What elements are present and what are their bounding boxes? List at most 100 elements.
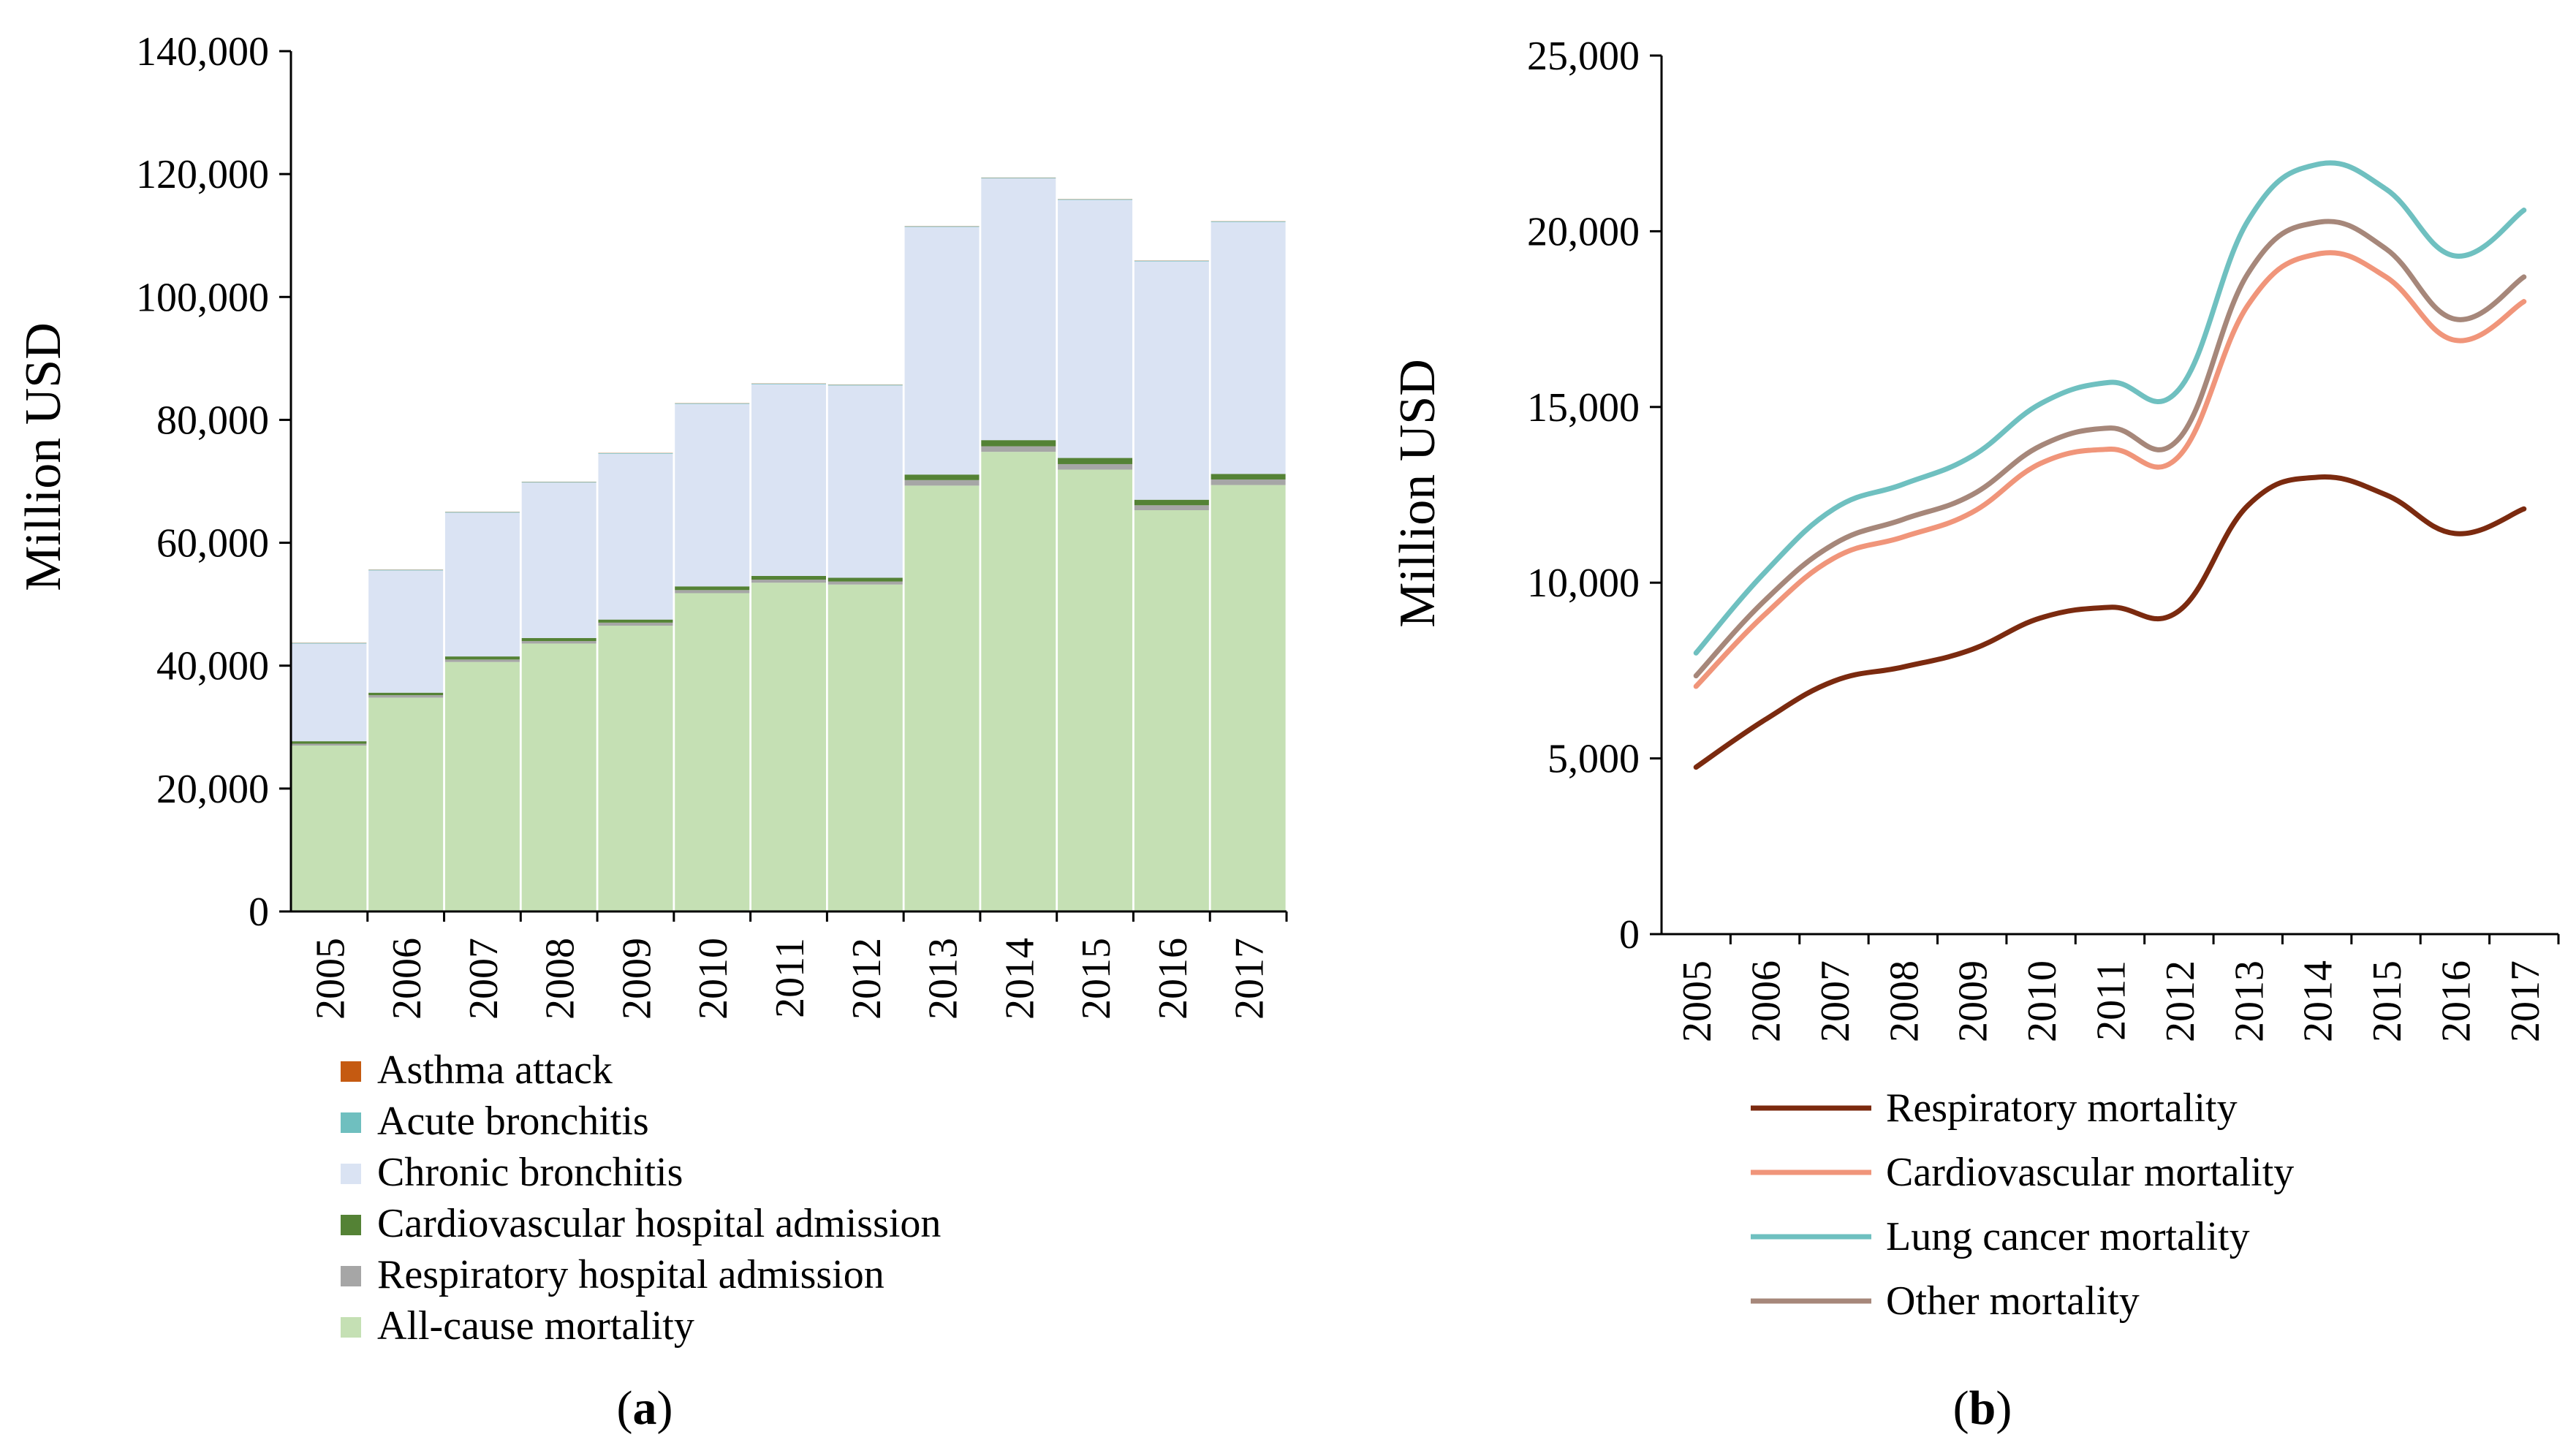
x-tick-label-2017: 2017 xyxy=(2503,960,2548,1042)
line-cardiovascular-mortality xyxy=(1693,250,2527,689)
bar-all-cause-mortality-2017 xyxy=(1211,485,1286,911)
y-tick-label: 15,000 xyxy=(1527,385,1640,431)
legend-label-cardiovascular-mortality: Cardiovascular mortality xyxy=(1886,1150,2294,1195)
y-tick-label: 25,000 xyxy=(1527,34,1640,79)
x-tick-label-2015: 2015 xyxy=(2365,960,2410,1042)
bar-acute-bronchitis-2016 xyxy=(1134,260,1209,262)
y-tick-label: 60,000 xyxy=(156,521,269,566)
bar-cardiovascular-hospital-admission-2006 xyxy=(368,692,444,696)
x-tick-label-2012: 2012 xyxy=(2158,960,2203,1042)
bar-all-cause-mortality-2015 xyxy=(1058,469,1133,911)
bar-acute-bronchitis-2009 xyxy=(598,452,673,454)
bar-respiratory-hospital-admission-2014 xyxy=(981,446,1056,452)
y-tick-label: 100,000 xyxy=(136,275,269,320)
line-respiratory-mortality xyxy=(1693,474,2527,770)
bar-chronic-bronchitis-2013 xyxy=(904,227,980,475)
bar-all-cause-mortality-2005 xyxy=(292,746,367,911)
x-tick-label-2015: 2015 xyxy=(1074,938,1119,1020)
x-tick-label-2007: 2007 xyxy=(461,938,507,1020)
x-tick-label-2016: 2016 xyxy=(2433,960,2479,1042)
x-tick-label-2014: 2014 xyxy=(997,938,1042,1020)
x-tick-label-2012: 2012 xyxy=(844,938,890,1020)
y-tick-label: 40,000 xyxy=(156,644,269,689)
bar-respiratory-hospital-admission-2010 xyxy=(675,590,750,594)
x-tick-label-2010: 2010 xyxy=(691,938,736,1020)
x-tick-label-2011: 2011 xyxy=(768,938,813,1018)
legend-label-respiratory-hospital-admission: Respiratory hospital admission xyxy=(377,1252,884,1297)
line-other-mortality xyxy=(1693,219,2527,679)
bar-acute-bronchitis-2012 xyxy=(827,384,903,386)
x-tick-label-2013: 2013 xyxy=(2227,960,2272,1042)
bar-chronic-bronchitis-2016 xyxy=(1134,261,1209,500)
chart-b-legend: Respiratory mortality Cardiovascular mort… xyxy=(1751,1085,2294,1324)
chart-a-x-tick-labels: 2005 2006 2007 2008 2009 2010 2011 2012 2013 2014… xyxy=(308,911,1288,1020)
bar-respiratory-hospital-admission-2007 xyxy=(444,659,520,662)
legend-label-all-cause-mortality: All-cause mortality xyxy=(377,1303,694,1349)
bar-chronic-bronchitis-2014 xyxy=(981,178,1056,441)
legend-swatch-chronic-bronchitis xyxy=(341,1164,361,1184)
bar-respiratory-hospital-admission-2008 xyxy=(521,641,596,644)
bar-acute-bronchitis-2007 xyxy=(444,512,520,513)
bar-cardiovascular-hospital-admission-2011 xyxy=(751,575,826,580)
chart-b-panel-label: (b) xyxy=(1953,1381,2012,1435)
x-tick-label-2014: 2014 xyxy=(2296,960,2341,1042)
legend-swatch-acute-bronchitis xyxy=(341,1112,361,1133)
legend-label-acute-bronchitis: Acute bronchitis xyxy=(377,1099,649,1144)
bar-all-cause-mortality-2009 xyxy=(598,626,673,911)
chart-b-lines xyxy=(1693,160,2527,770)
bar-acute-bronchitis-2005 xyxy=(292,642,367,644)
legend-swatch-cardiovascular-hospital-admission xyxy=(341,1215,361,1235)
bar-chronic-bronchitis-2012 xyxy=(827,385,903,578)
legend-label-lung-cancer-mortality: Lung cancer mortality xyxy=(1886,1214,2250,1259)
y-tick-label: 80,000 xyxy=(156,398,269,443)
line-lung-cancer-mortality xyxy=(1693,160,2527,656)
bar-acute-bronchitis-2010 xyxy=(675,403,750,404)
bar-respiratory-hospital-admission-2013 xyxy=(904,479,980,486)
bar-cardiovascular-hospital-admission-2009 xyxy=(598,619,673,623)
bar-all-cause-mortality-2011 xyxy=(751,583,826,911)
bar-all-cause-mortality-2008 xyxy=(521,643,596,911)
bar-all-cause-mortality-2013 xyxy=(904,485,980,911)
bar-respiratory-hospital-admission-2009 xyxy=(598,622,673,626)
bar-all-cause-mortality-2014 xyxy=(981,452,1056,911)
bar-respiratory-hospital-admission-2005 xyxy=(292,743,367,746)
bar-all-cause-mortality-2007 xyxy=(444,661,520,911)
y-tick-label: 20,000 xyxy=(156,767,269,812)
bar-respiratory-hospital-admission-2017 xyxy=(1211,479,1286,485)
chart-a-panel-label: (a) xyxy=(617,1381,673,1435)
bar-cardiovascular-hospital-admission-2010 xyxy=(675,586,750,591)
x-tick-label-2010: 2010 xyxy=(2020,960,2065,1042)
x-tick-label-2009: 2009 xyxy=(1951,960,1996,1042)
chart-a-bars xyxy=(292,177,1286,911)
y-tick-label: 5,000 xyxy=(1548,737,1640,782)
x-tick-label-2013: 2013 xyxy=(921,938,966,1020)
bar-respiratory-hospital-admission-2016 xyxy=(1134,505,1209,511)
chart-a-y-axis-title: Million USD xyxy=(15,322,72,591)
chart-a: 0 20,000 40,000 60,000 80,000 100,000 120,000 1… xyxy=(15,29,1288,1435)
bar-respiratory-hospital-admission-2012 xyxy=(827,581,903,585)
bar-cardiovascular-hospital-admission-2016 xyxy=(1134,499,1209,506)
bar-cardiovascular-hospital-admission-2005 xyxy=(292,741,367,744)
x-tick-label-2009: 2009 xyxy=(614,938,659,1020)
bar-cardiovascular-hospital-admission-2017 xyxy=(1211,474,1286,479)
y-tick-label: 120,000 xyxy=(136,152,269,197)
bar-cardiovascular-hospital-admission-2008 xyxy=(521,637,596,642)
bar-chronic-bronchitis-2007 xyxy=(444,512,520,657)
bar-chronic-bronchitis-2011 xyxy=(751,384,826,576)
x-tick-label-2005: 2005 xyxy=(308,938,353,1020)
bar-respiratory-hospital-admission-2011 xyxy=(751,580,826,583)
x-tick-label-2016: 2016 xyxy=(1151,938,1196,1020)
legend-label-cardiovascular-hospital-admission: Cardiovascular hospital admission xyxy=(377,1201,941,1246)
y-tick-label: 10,000 xyxy=(1527,561,1640,606)
x-tick-label-2006: 2006 xyxy=(384,938,430,1020)
bar-all-cause-mortality-2006 xyxy=(368,697,444,911)
bar-chronic-bronchitis-2006 xyxy=(368,570,444,693)
bar-chronic-bronchitis-2017 xyxy=(1211,221,1286,474)
y-tick-label: 140,000 xyxy=(136,29,269,75)
legend-label-chronic-bronchitis: Chronic bronchitis xyxy=(377,1150,683,1195)
bar-all-cause-mortality-2016 xyxy=(1134,510,1209,911)
y-tick-label: 0 xyxy=(249,890,269,935)
chart-b-x-tick-labels: 2005 2006 2007 2008 2009 2010 2011 2012 2013 2014… xyxy=(1675,934,2560,1042)
bar-cardiovascular-hospital-admission-2012 xyxy=(827,577,903,582)
